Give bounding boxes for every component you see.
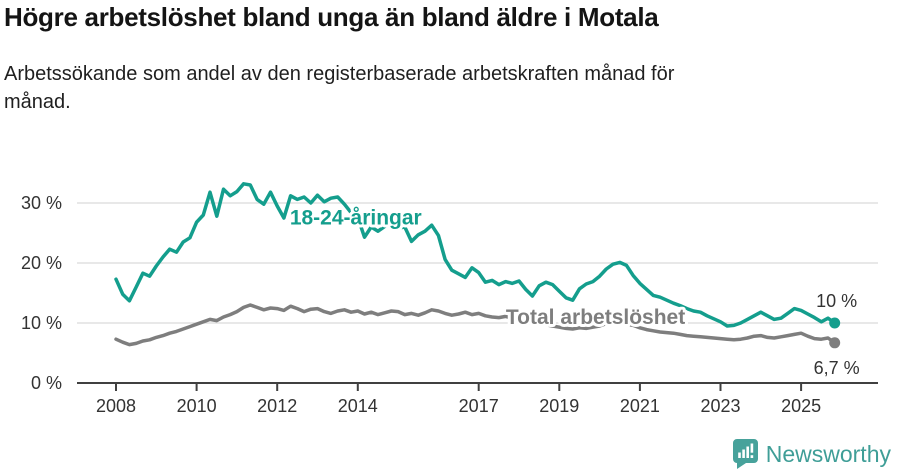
logo-exclamation-dot (750, 455, 753, 458)
logo-bar-3 (746, 446, 749, 458)
series-name-label-0: 18-24-åringar (290, 206, 422, 229)
x-tick-label-2008: 2008 (96, 396, 136, 416)
logo-bar-1 (737, 452, 741, 458)
x-tick-label-2019: 2019 (539, 396, 579, 416)
series-line-0 (114, 182, 837, 328)
series-end-dot-0 (829, 317, 841, 329)
x-tick-label-2012: 2012 (257, 396, 297, 416)
chart-subtitle: Arbetssökande som andel av den registerb… (4, 63, 675, 113)
chart-title: Högre arbetslöshet bland unga än bland ä… (4, 2, 659, 32)
series-end-dot-1 (829, 337, 841, 349)
newsworthy-logo-icon (732, 439, 758, 469)
logo-bar-2 (742, 449, 745, 458)
logo-exclamation-bar (750, 443, 753, 453)
brand-name: Newsworthy (765, 440, 891, 467)
series-line-1 (114, 303, 837, 347)
x-tick-label-2025: 2025 (781, 396, 821, 416)
y-tick-label-20: 20 % (21, 253, 62, 273)
x-tick-label-2014: 2014 (338, 396, 378, 416)
x-tick-label-2021: 2021 (620, 396, 660, 416)
logo-bubble-shape (732, 439, 758, 469)
x-tick-label-2017: 2017 (459, 396, 499, 416)
series-end-label-1: 6,7 % (814, 358, 860, 378)
brand-footer: Newsworthy (732, 439, 891, 469)
series-name-label-1: Total arbetslöshet (506, 306, 685, 329)
x-tick-label-2010: 2010 (177, 396, 217, 416)
x-tick-label-2023: 2023 (700, 396, 740, 416)
y-tick-label-30: 30 % (21, 193, 62, 213)
y-tick-label-0: 0 % (31, 373, 62, 393)
y-tick-label-10: 10 % (21, 313, 62, 333)
series-end-label-0: 10 % (816, 291, 857, 311)
